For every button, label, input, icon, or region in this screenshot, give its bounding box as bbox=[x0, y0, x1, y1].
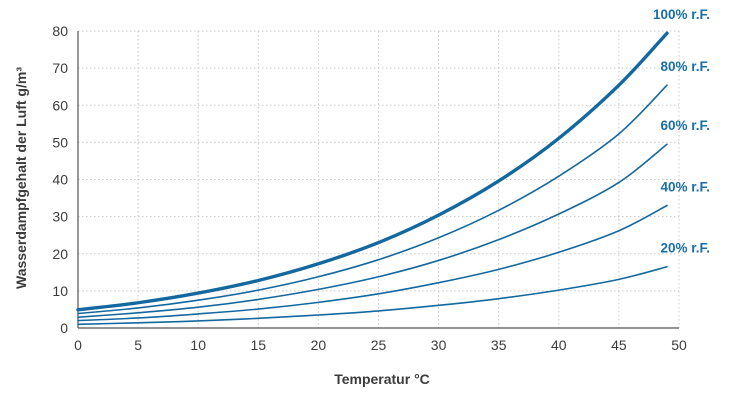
series-line bbox=[77, 143, 668, 319]
y-tick-label: 80 bbox=[52, 23, 68, 39]
x-tick-label: 10 bbox=[190, 337, 206, 353]
x-tick-label: 30 bbox=[431, 337, 447, 353]
y-tick-label: 10 bbox=[52, 283, 68, 299]
x-tick-label: 25 bbox=[371, 337, 387, 353]
series-label: 60% r.F. bbox=[660, 118, 710, 133]
series-label: 100% r.F. bbox=[653, 7, 710, 22]
series-line bbox=[77, 265, 668, 326]
y-tick-label: 20 bbox=[52, 246, 68, 262]
x-tick-label: 45 bbox=[611, 337, 627, 353]
y-tick-label: 30 bbox=[52, 209, 68, 225]
x-axis-ticks: 0 5 10 15 20 25 30 35 40 45 50 bbox=[74, 337, 687, 353]
series-lines bbox=[76, 31, 669, 326]
series-line bbox=[76, 31, 669, 312]
y-axis-ticks: 0 10 20 30 40 50 60 70 80 bbox=[52, 23, 68, 336]
y-tick-label: 0 bbox=[60, 320, 68, 336]
series-label: 40% r.F. bbox=[660, 179, 710, 194]
x-tick-label: 35 bbox=[491, 337, 507, 353]
x-axis-title: Temperatur °C bbox=[334, 371, 430, 387]
y-tick-label: 60 bbox=[52, 97, 68, 113]
x-tick-label: 50 bbox=[671, 337, 687, 353]
x-tick-label: 5 bbox=[134, 337, 142, 353]
y-tick-label: 50 bbox=[52, 134, 68, 150]
grid bbox=[78, 30, 680, 328]
x-tick-label: 40 bbox=[551, 337, 567, 353]
x-tick-label: 15 bbox=[251, 337, 267, 353]
x-tick-label: 0 bbox=[74, 337, 82, 353]
series-label: 20% r.F. bbox=[660, 241, 710, 256]
x-tick-label: 20 bbox=[311, 337, 327, 353]
series-line bbox=[77, 84, 668, 315]
series-label: 80% r.F. bbox=[660, 59, 710, 74]
y-tick-label: 40 bbox=[52, 172, 68, 188]
y-tick-label: 70 bbox=[52, 60, 68, 76]
series-labels: 100% r.F. 80% r.F. 60% r.F. 40% r.F. 20% r.F… bbox=[653, 7, 710, 256]
y-axis-title: Wasserdampfgehalt der Luft g/m³ bbox=[13, 67, 29, 289]
series-line bbox=[77, 204, 668, 322]
axes bbox=[77, 31, 679, 329]
